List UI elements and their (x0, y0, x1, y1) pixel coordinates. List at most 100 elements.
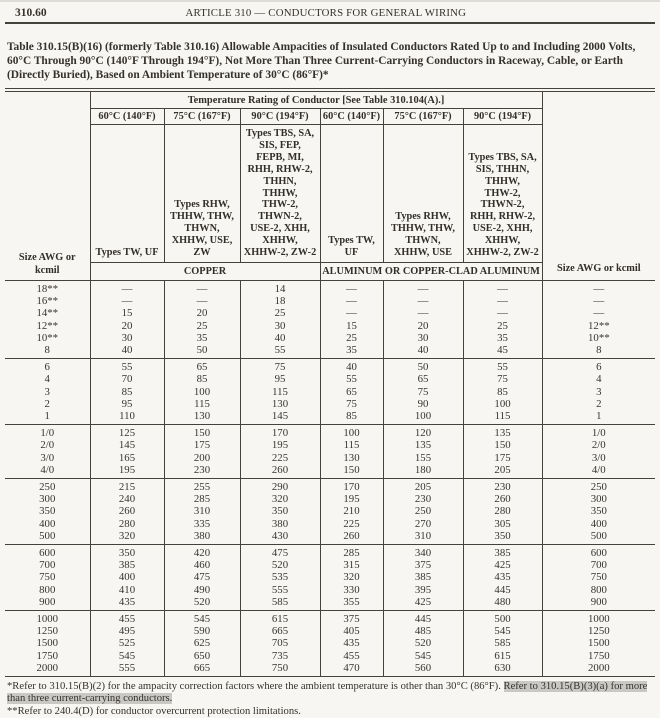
ampacity-cell: — (382, 307, 463, 320)
ampacity-cell: 115 (319, 439, 383, 452)
ampacity-cell: 95 (239, 373, 320, 386)
ampacity-cell: 250 (382, 505, 463, 518)
ampacity-cell: 55 (239, 344, 320, 359)
ampacity-cell: 350 (462, 529, 543, 545)
size-cell-left: 12** (36, 319, 59, 332)
ampacity-cell: 545 (89, 649, 164, 662)
ampacity-cell: 500 (462, 610, 543, 626)
temp-col-aluminum-60: 60°C (140°F) (319, 108, 383, 125)
ampacity-cell: 615 (462, 649, 543, 662)
size-cell-right: 350 (541, 505, 656, 518)
ampacity-cell: 525 (89, 637, 164, 650)
ampacity-cell: 260 (89, 505, 164, 518)
ampacity-cell: 260 (462, 493, 543, 506)
ampacity-cell: 25 (239, 307, 320, 320)
ampacity-cell: 15 (89, 307, 164, 320)
table-row: 10** 30 35 40 25 30 35 10** (5, 331, 656, 345)
ampacity-cell: 85 (163, 373, 240, 386)
ampacity-cell: 585 (239, 595, 320, 611)
size-cell-right: 1250 (541, 625, 656, 638)
ampacity-cell: 445 (462, 583, 543, 596)
size-cell-right: 2/0 (541, 439, 656, 452)
table-row: 16** — —18— — — — (5, 295, 656, 308)
size-cell-right: 3 (541, 385, 656, 398)
ampacity-cell: 50 (382, 358, 463, 374)
ampacity-cell: 630 (462, 661, 543, 677)
footnotes: *Refer to 310.15(B)(2) for the ampacity … (7, 681, 654, 718)
insulation-types-row: Types TW, UF Types RHW, THHW, THW, THWN,… (5, 124, 655, 263)
ampacity-cell: 520 (163, 595, 240, 611)
table-row: 250 215 255 290 170 205 230 250 (5, 478, 656, 494)
ampacity-cell: — (89, 280, 164, 296)
ampacity-cell: 230 (382, 493, 463, 506)
ampacity-cell: 330 (319, 583, 383, 596)
table-row: 2 95 115 130 75 90 100 2 (5, 397, 656, 411)
page-header: 310.60 ARTICLE 310 — CONDUCTORS FOR GENE… (0, 2, 660, 19)
temperature-rating-header: Temperature Rating of Conductor [See Tab… (89, 90, 543, 109)
ampacity-cell: 195 (319, 493, 383, 506)
ampacity-cell: 20 (89, 319, 164, 332)
ampacity-cell: — (319, 307, 383, 320)
ampacity-cell: 230 (163, 463, 240, 479)
ampacity-cell: 475 (239, 544, 320, 560)
size-cell-right: 1500 (541, 637, 656, 650)
table-row: 500 320 380 430 260 310 350 500 (5, 529, 656, 545)
size-group: 18** — —14— — — —16** — —18— — — —14** 15 20 25— — — —12… (5, 280, 656, 359)
ampacity-cell: 75 (462, 373, 543, 386)
ampacity-cell: 410 (89, 583, 164, 596)
footnote-1-text: *Refer to 310.15(B)(2) for the ampacity … (7, 681, 504, 693)
footnote-2: **Refer to 240.4(D) for conductor overcu… (7, 705, 301, 717)
table-row: 350 260 310 350 210 250 280 350 (5, 505, 656, 518)
ampacity-cell: 705 (239, 637, 320, 650)
ampacity-cell: 225 (239, 451, 320, 464)
ampacity-cell: 155 (382, 451, 463, 464)
size-cell-right: 800 (541, 583, 656, 596)
size-cell-left: 1500 (36, 637, 59, 650)
table-row: 700 385 460 520 315 375 425 700 (5, 559, 656, 572)
size-group: 600 350 420 475 285 340 385 600 700 385 460 520 315 3… (5, 544, 656, 611)
table-row: 18** — —14— — — — (5, 280, 656, 296)
temp-col-aluminum-75: 75°C (167°F) (382, 108, 463, 125)
ampacity-cell: — (462, 307, 543, 320)
size-cell-left: 500 (39, 529, 56, 542)
size-cell-right: 250 (541, 478, 656, 494)
ampacity-cell: 110 (89, 410, 164, 425)
ampacity-cell: 205 (382, 478, 463, 494)
size-cell-right: 4 (541, 373, 656, 386)
ampacity-cell: 375 (382, 559, 463, 572)
ampacity-cell: 735 (239, 649, 320, 662)
size-column-header-right: Size AWG or kcmil (541, 90, 656, 281)
ampacity-cell: 100 (382, 410, 463, 425)
ampacity-cell: 40 (319, 358, 383, 374)
ampacity-cell: 260 (319, 529, 383, 545)
ampacity-cell: 14 (239, 280, 320, 296)
ampacity-cell: — (382, 295, 463, 308)
ampacity-cell: 225 (319, 517, 383, 530)
size-cell-left: 350 (39, 505, 56, 518)
ampacity-cell: — (462, 295, 543, 308)
size-cell-left: 600 (39, 547, 56, 560)
ampacity-cell: 120 (382, 424, 463, 440)
size-cell-right: 1/0 (541, 424, 656, 440)
ampacity-cell: 30 (89, 331, 164, 345)
ampacity-cell: 455 (319, 649, 383, 662)
size-cell-right: 750 (541, 571, 656, 584)
types-copper-75: Types RHW, THHW, THW, THWN, XHHW, USE, Z… (163, 124, 240, 263)
ampacity-cell: 18 (239, 295, 320, 308)
ampacity-cell: 350 (239, 505, 320, 518)
size-cell-left: 1 (44, 410, 50, 423)
size-cell-right: 900 (541, 595, 656, 611)
ampacity-cell: 150 (319, 463, 383, 479)
ampacity-cell: 335 (163, 517, 240, 530)
ampacity-cell: 100 (163, 385, 240, 398)
ampacity-cell: 100 (462, 397, 543, 411)
ampacity-cell: — (163, 280, 240, 296)
ampacity-cell: — (319, 280, 383, 296)
size-cell-left: 250 (39, 481, 56, 494)
ampacity-cell: 395 (382, 583, 463, 596)
ampacity-cell: 425 (462, 559, 543, 572)
ampacity-cell: 100 (319, 424, 383, 440)
ampacity-cell: 75 (239, 358, 320, 374)
ampacity-cell: 65 (163, 358, 240, 374)
size-cell-left: 6 (44, 361, 50, 374)
